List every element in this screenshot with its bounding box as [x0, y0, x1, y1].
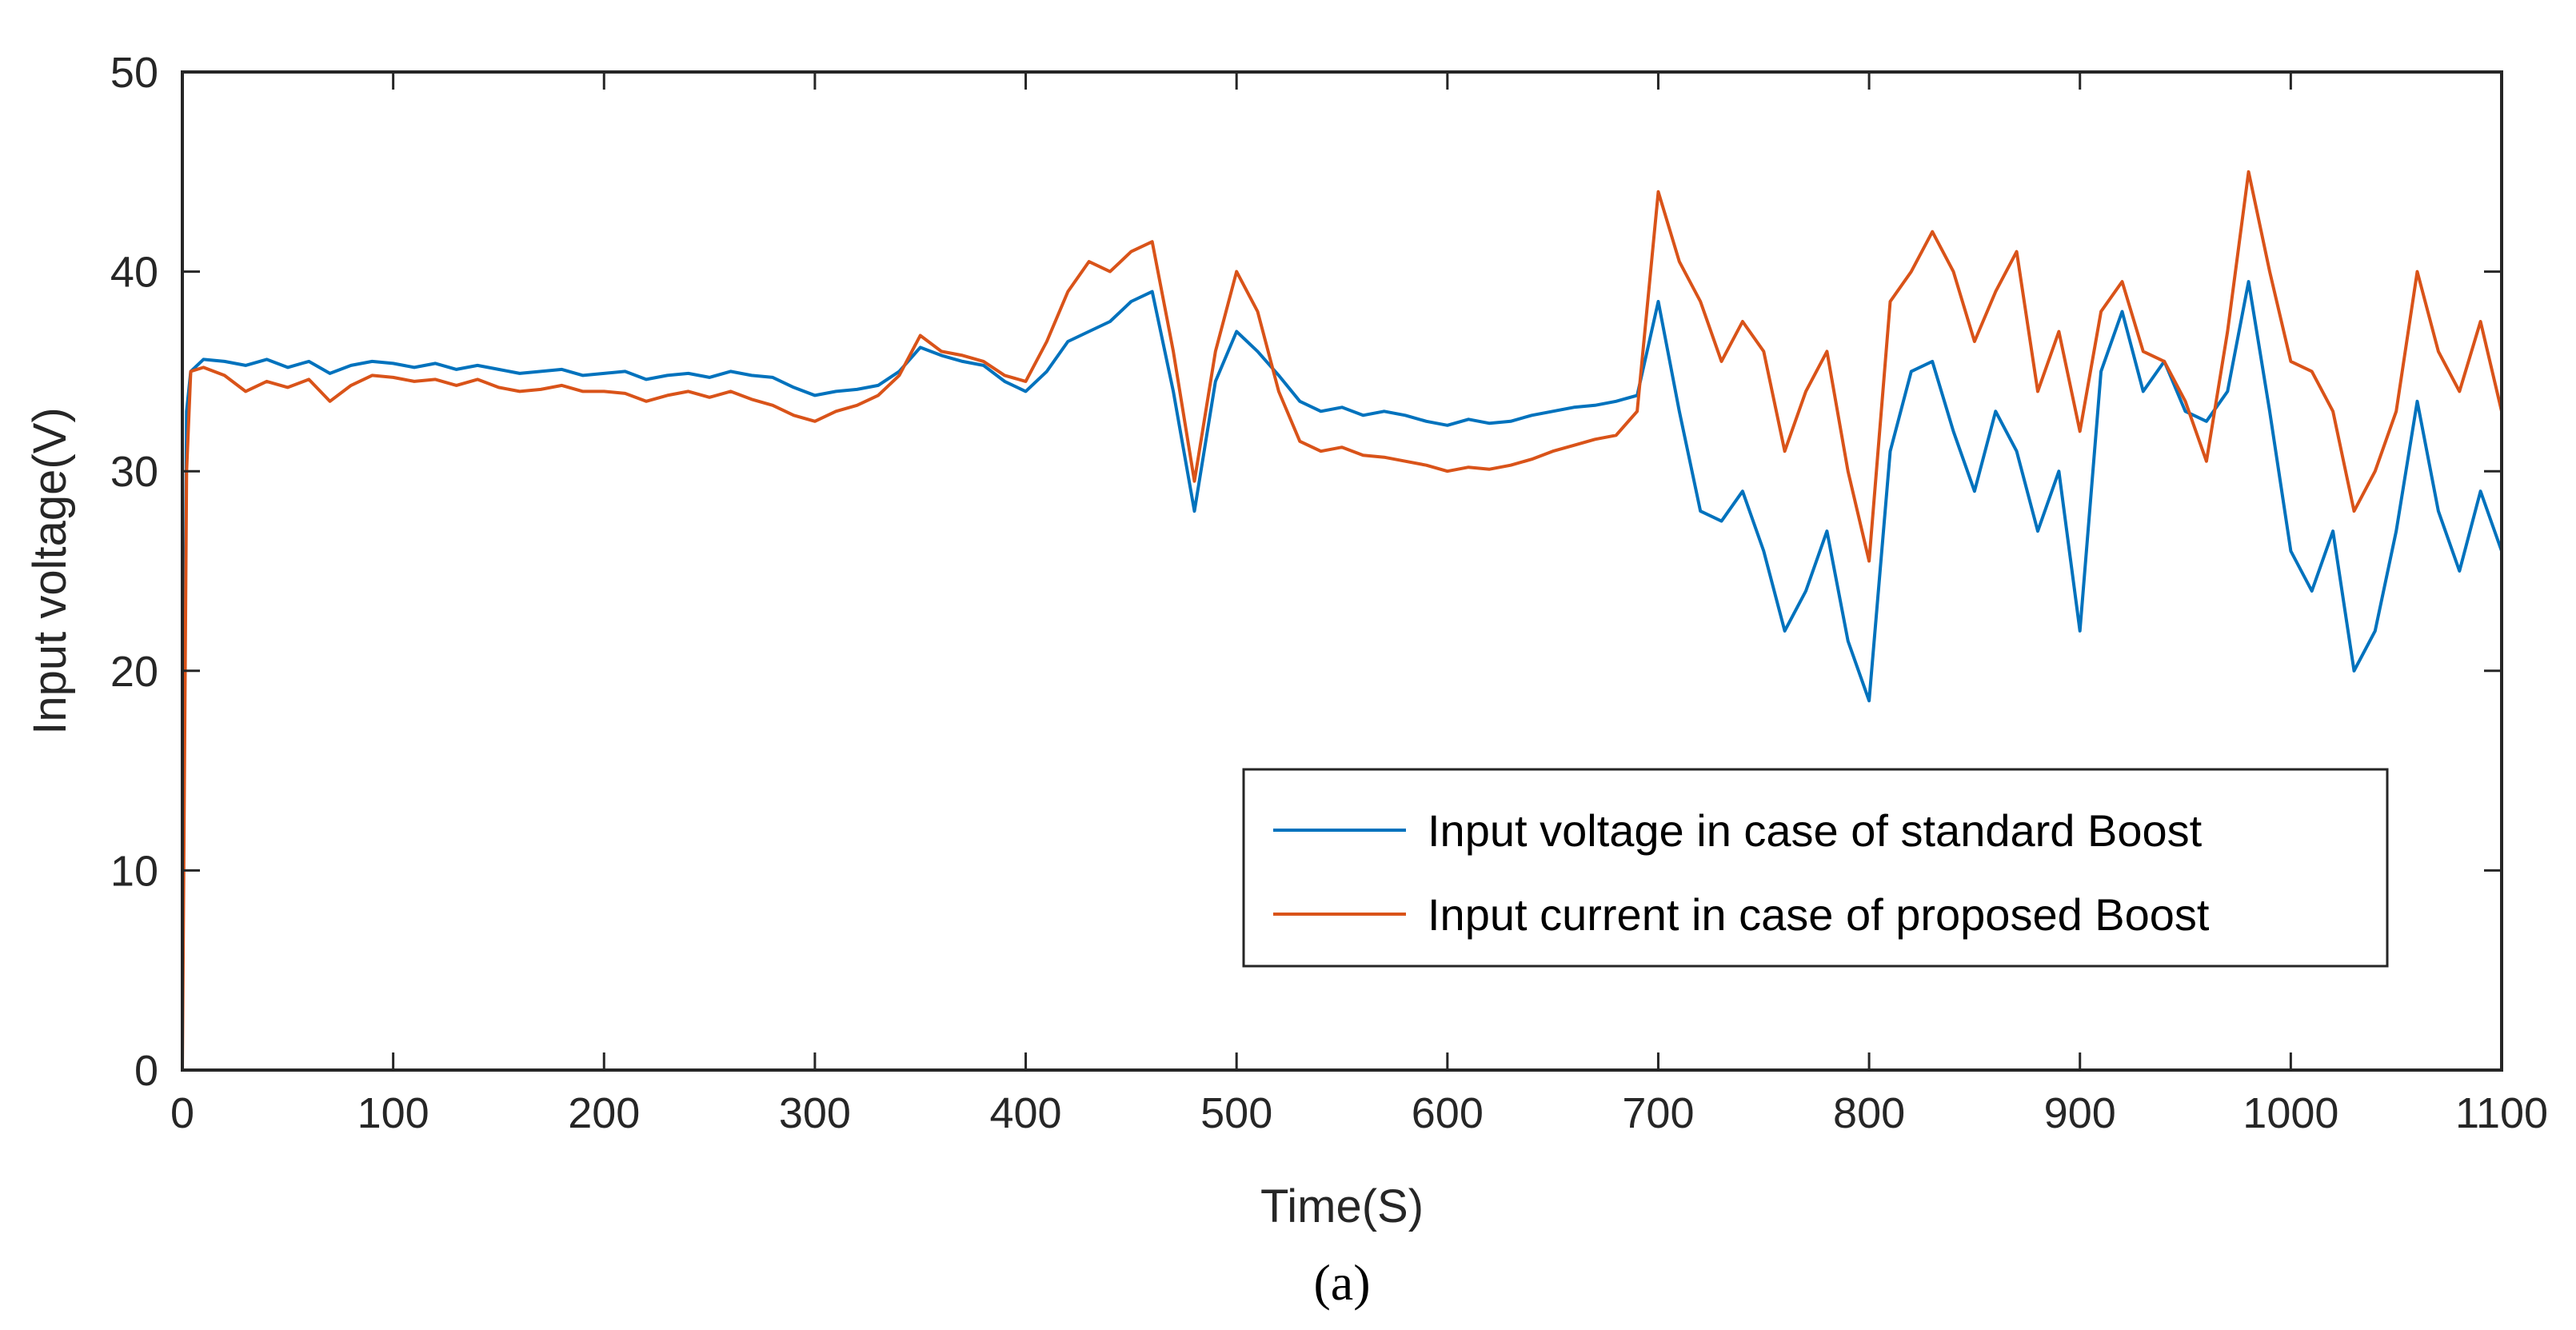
y-tick-label: 40 — [110, 249, 158, 297]
plot-area — [181, 170, 2503, 1071]
figure-caption: (a) — [1313, 1254, 1370, 1311]
y-tick-label: 30 — [110, 448, 158, 496]
x-tick-label: 1100 — [2455, 1089, 2548, 1137]
x-tick-label: 0 — [170, 1089, 194, 1137]
x-tick-label: 500 — [1200, 1089, 1272, 1137]
legend-box — [1242, 768, 2389, 968]
y-tick-label: 0 — [134, 1047, 158, 1095]
x-tick-label: 200 — [568, 1089, 640, 1137]
y-axis: 0 10 20 30 40 50 — [110, 49, 2502, 1095]
legend-label-proposed-boost: Input current in case of proposed Boost — [1428, 889, 2210, 940]
series-line-proposed-boost — [181, 170, 2503, 1071]
x-axis-title: Time(S) — [1260, 1180, 1424, 1232]
legend: Input voltage in case of standard Boost … — [1242, 768, 2389, 968]
x-tick-label: 400 — [989, 1089, 1061, 1137]
x-tick-label: 1000 — [2243, 1089, 2338, 1137]
series-line-standard-boost — [181, 280, 2503, 971]
x-tick-label: 700 — [1622, 1089, 1694, 1137]
x-tick-label: 800 — [1833, 1089, 1905, 1137]
legend-label-standard-boost: Input voltage in case of standard Boost — [1428, 805, 2203, 856]
x-tick-label: 600 — [1412, 1089, 1484, 1137]
y-tick-label: 50 — [110, 49, 158, 97]
y-tick-label: 10 — [110, 847, 158, 895]
axes-box — [181, 70, 2503, 1072]
x-axis: 0 100 200 300 400 500 600 700 800 900 1000 1100 — [170, 72, 2548, 1137]
x-tick-label: 100 — [357, 1089, 429, 1137]
x-tick-label: 300 — [779, 1089, 851, 1137]
y-axis-title: Input voltage(V) — [24, 407, 76, 734]
x-tick-label: 900 — [2044, 1089, 2116, 1137]
y-tick-label: 20 — [110, 648, 158, 696]
